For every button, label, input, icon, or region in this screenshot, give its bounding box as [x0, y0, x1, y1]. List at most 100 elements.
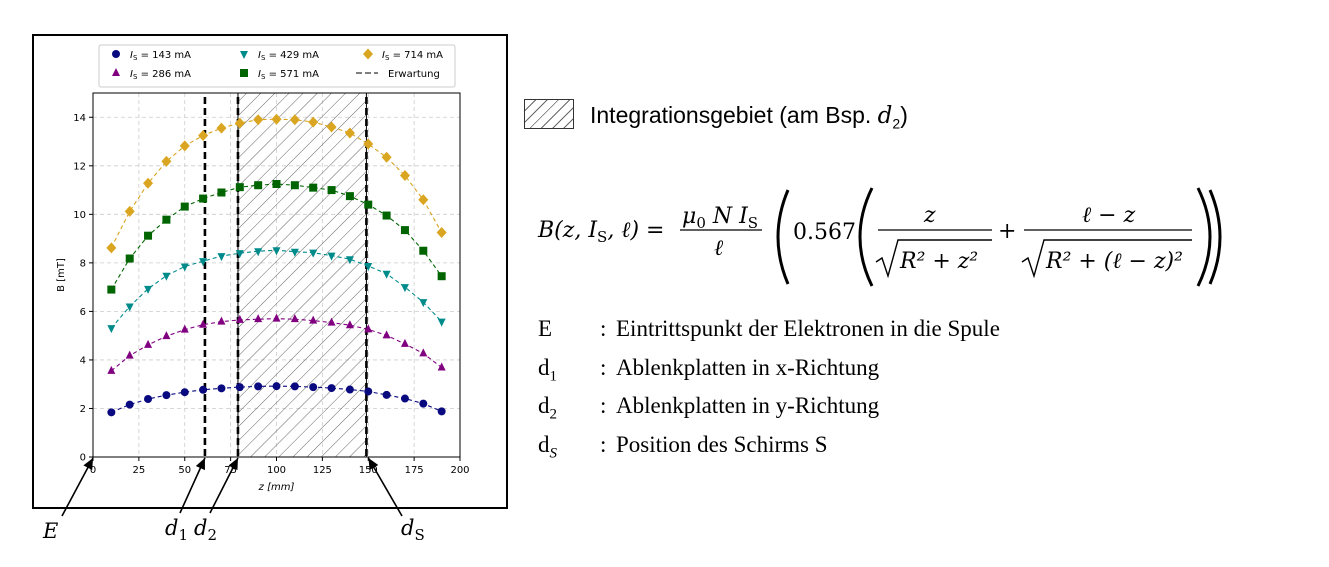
definitions-list: E : Eintrittspunkt der Elektronen in die…: [538, 314, 1000, 468]
data-point: [308, 116, 319, 128]
data-point: [107, 365, 116, 374]
formula-t2-den: R² + (ℓ − z)²: [1045, 249, 1183, 274]
data-point: [217, 188, 226, 197]
data-point: [344, 127, 355, 139]
formula-plus: +: [998, 219, 1016, 244]
data-point: [309, 383, 318, 392]
integration-legend: Integrationsgebiet (am Bsp. d2): [524, 99, 1024, 132]
data-point: [400, 338, 409, 347]
data-point: [161, 155, 172, 167]
label-dS: dS: [401, 516, 425, 544]
data-point: [125, 254, 134, 263]
data-point: [345, 385, 354, 394]
data-point: [364, 324, 373, 333]
data-point: [345, 320, 354, 329]
legend-label: IS = 143 mA: [130, 50, 191, 62]
data-point: [107, 285, 116, 294]
y-tick-label: 8: [80, 258, 86, 269]
data-point: [144, 285, 153, 294]
data-point: [199, 319, 208, 328]
data-point: [199, 194, 208, 203]
data-point: [309, 249, 318, 258]
data-point: [199, 258, 208, 267]
data-point: [216, 122, 227, 134]
data-point: [290, 382, 299, 391]
data-point: [272, 180, 281, 188]
data-point: [345, 256, 354, 265]
data-point: [418, 194, 429, 206]
data-point: [235, 250, 244, 259]
data-point: [364, 263, 373, 272]
legend-label: IS = 714 mA: [382, 50, 443, 62]
data-point: [180, 263, 189, 272]
data-point: [254, 314, 263, 323]
x-axis-label: z [mm]: [258, 482, 295, 493]
data-point: [162, 215, 171, 224]
data-point: [254, 382, 263, 391]
data-point: [199, 385, 208, 394]
data-point: [162, 272, 171, 281]
arrow-dS-head: [368, 458, 379, 471]
data-point: [106, 242, 117, 254]
x-tick-label: 50: [178, 465, 191, 476]
data-point: [180, 324, 189, 333]
label-E: E: [42, 519, 58, 543]
data-point: [419, 299, 428, 308]
data-point: [289, 114, 300, 126]
data-point: [345, 192, 354, 201]
legend-expectation-label: Erwartung: [388, 69, 440, 80]
arrow-d2-head: [228, 458, 238, 471]
y-tick-label: 4: [80, 355, 86, 366]
integration-region: [237, 92, 367, 458]
legend-marker: [112, 50, 120, 58]
data-point: [436, 227, 447, 239]
formula-mu: μ: [682, 204, 696, 229]
formula-t1-den: R² + z²: [899, 249, 978, 274]
data-point: [235, 314, 244, 323]
definition-d2: d2 : Ablenkplatten in y-Richtung: [538, 393, 880, 423]
formula-lhs: B(z, I: [537, 218, 598, 243]
y-tick-label: 10: [73, 210, 86, 221]
data-point: [235, 183, 244, 192]
data-point: [254, 181, 263, 190]
data-point: [290, 248, 299, 257]
data-point: [272, 382, 281, 391]
formula-lhs-sub: S: [597, 228, 607, 246]
data-point: [180, 388, 189, 397]
x-tick-label: 25: [133, 465, 146, 476]
y-axis-label: B [mT]: [56, 258, 67, 292]
x-tick-label: 175: [405, 465, 424, 476]
data-point: [437, 407, 446, 416]
data-point: [125, 400, 134, 409]
data-point: [253, 114, 264, 126]
data-point: [144, 231, 153, 240]
data-point: [290, 314, 299, 323]
data-point: [217, 316, 226, 325]
data-point: [143, 177, 154, 189]
data-point: [327, 186, 336, 195]
formula-coef: 0.567: [793, 220, 856, 245]
definition-dS: dS : Position des Schirms S: [538, 431, 828, 462]
data-point: [198, 129, 209, 141]
x-tick-label: 75: [224, 465, 237, 476]
data-point: [381, 151, 392, 163]
formula-lhs-end: , ℓ) =: [607, 218, 664, 243]
svg-text:B(z, IS, ℓ) =: B(z, IS, ℓ) =: [537, 218, 664, 246]
data-point: [309, 315, 318, 324]
data-point: [272, 247, 281, 256]
definition-d1: d1 : Ablenkplatten in x-Richtung: [538, 354, 880, 385]
arrow-dS: [367, 457, 403, 517]
legend-marker: [363, 48, 373, 60]
chart-legend: IS = 143 mA IS = 286 mA IS = 429 mA IS = 57…: [98, 44, 456, 88]
formula-ell: ℓ: [714, 236, 724, 261]
data-point: [327, 317, 336, 326]
legend-label: IS = 571 mA: [258, 69, 319, 81]
legend-marker: [240, 51, 248, 59]
data-point: [234, 117, 245, 129]
legend-label: IS = 286 mA: [130, 69, 191, 81]
data-point: [326, 121, 337, 133]
x-tick-label: 0: [90, 465, 96, 476]
data-point: [382, 211, 391, 220]
data-point: [125, 350, 134, 359]
